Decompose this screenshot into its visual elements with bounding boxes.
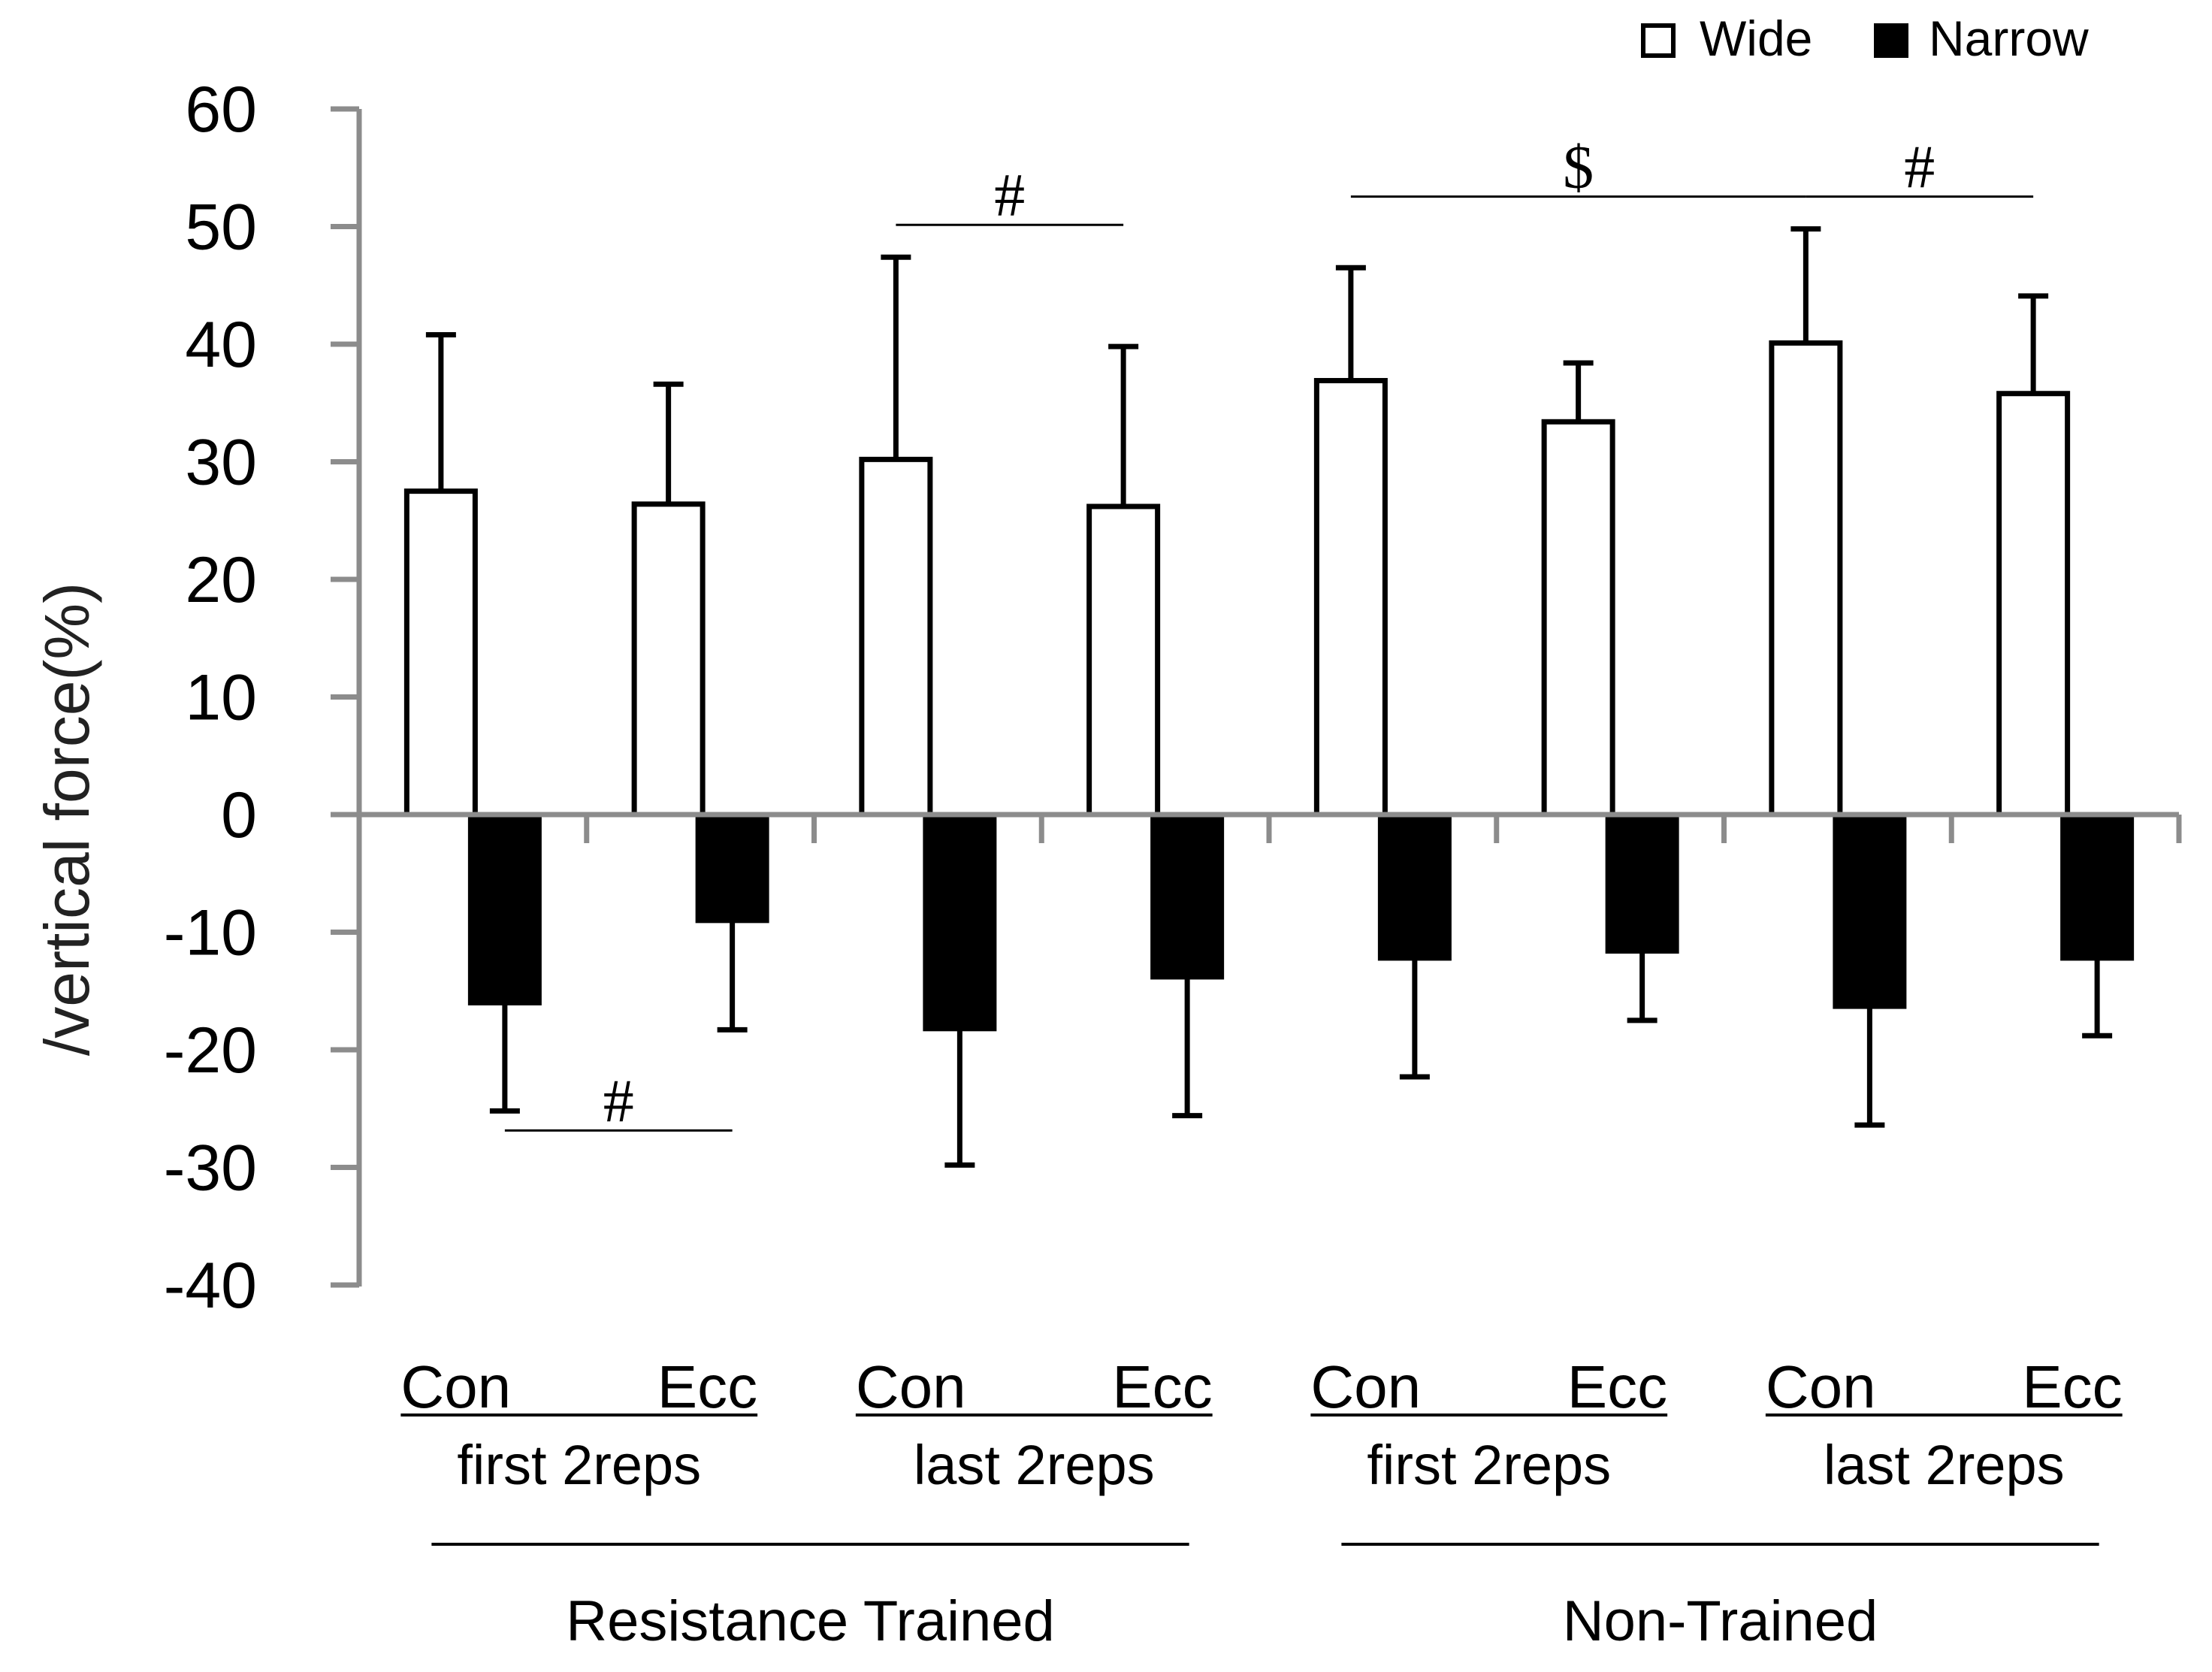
x-category-labels: Con Ecc first 2reps Con Ecc last 2reps Con Ecc f… xyxy=(400,1353,2123,1653)
x-label-con: Con xyxy=(1310,1353,1421,1420)
legend-swatch-wide xyxy=(1641,23,1676,58)
bar-wide-2 xyxy=(859,456,933,818)
significance-symbol-1: # xyxy=(994,161,1025,229)
bar-wide-7 xyxy=(1996,391,2071,818)
bar-wide-0 xyxy=(403,488,478,818)
bar-narrow-5 xyxy=(1605,812,1679,954)
bar-narrow-0 xyxy=(467,812,542,1005)
y-tick-label: 30 xyxy=(185,427,257,499)
bar-wide-5 xyxy=(1541,419,1615,818)
y-tick-label: 40 xyxy=(185,309,257,381)
bar-narrow-3 xyxy=(1150,812,1225,980)
y-tick-label: -10 xyxy=(164,897,257,969)
significance-symbol-3: # xyxy=(1904,133,1935,201)
y-tick-label: 0 xyxy=(221,779,257,851)
rep-group-label: last 2reps xyxy=(914,1434,1155,1496)
x-label-ecc: Ecc xyxy=(2022,1353,2122,1420)
bar-narrow-7 xyxy=(2060,812,2135,961)
bar-narrow-6 xyxy=(1833,812,1907,1009)
y-axis-label: /vertical force(%) xyxy=(32,582,102,1056)
rep-group-label: first 2reps xyxy=(1367,1434,1611,1496)
x-label-con: Con xyxy=(856,1353,966,1420)
x-label-ecc: Ecc xyxy=(1567,1353,1667,1420)
y-tick-label: -20 xyxy=(164,1014,257,1087)
error-bars xyxy=(425,226,2113,1168)
legend-swatch-narrow xyxy=(1874,23,1908,58)
significance-symbol-0: # xyxy=(603,1066,634,1135)
bar-narrow-4 xyxy=(1377,812,1452,961)
bar-wide-4 xyxy=(1313,378,1388,818)
rep-group-label: last 2reps xyxy=(1824,1434,2065,1496)
axes: 60 50 40 30 20 10 0 -10 -20 -30 -40 xyxy=(164,74,2182,1322)
bar-wide-3 xyxy=(1086,503,1161,818)
legend-label-narrow: Narrow xyxy=(1929,11,2089,66)
bar-wide-1 xyxy=(631,501,706,818)
y-tick-label: 50 xyxy=(185,192,257,264)
bar-narrow-2 xyxy=(923,812,997,1032)
bar-narrow-1 xyxy=(695,812,769,924)
legend: Wide Narrow xyxy=(1641,11,2089,66)
x-label-con: Con xyxy=(1766,1353,1876,1420)
bars xyxy=(403,340,2135,1032)
training-group-label: Non-Trained xyxy=(1563,1589,1878,1653)
x-label-con: Con xyxy=(400,1353,511,1420)
x-label-ecc: Ecc xyxy=(1112,1353,1212,1420)
x-label-ecc: Ecc xyxy=(657,1353,757,1420)
y-tick-label: 10 xyxy=(185,662,257,734)
bar-wide-6 xyxy=(1769,340,1843,818)
rep-group-label: first 2reps xyxy=(457,1434,701,1496)
significance-symbol-2: $ xyxy=(1563,133,1594,201)
training-group-label: Resistance Trained xyxy=(566,1589,1055,1653)
y-tick-label: 20 xyxy=(185,544,257,616)
y-tick-label: -40 xyxy=(164,1250,257,1322)
y-tick-label: -30 xyxy=(164,1132,257,1205)
legend-label-wide: Wide xyxy=(1700,11,1812,66)
y-tick-label: 60 xyxy=(185,74,257,146)
significance-annotations: # # $ # xyxy=(504,133,2034,1135)
